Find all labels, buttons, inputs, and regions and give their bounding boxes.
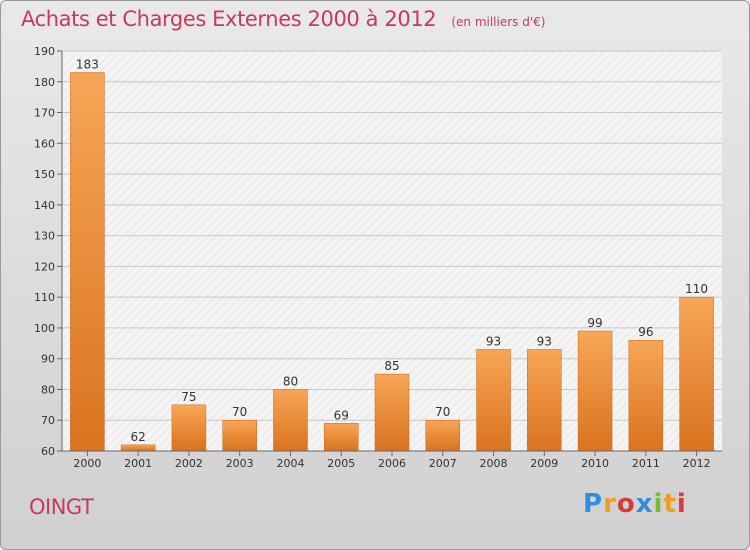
bar (527, 349, 562, 452)
bar (120, 444, 156, 452)
x-tick-label: 2006 (378, 457, 406, 470)
x-tick-label: 2010 (581, 457, 609, 470)
data-label: 93 (486, 334, 501, 348)
y-tick-label: 120 (34, 260, 55, 273)
logo-letter: i (676, 489, 687, 519)
x-tick-label: 2002 (175, 457, 203, 470)
data-label: 62 (131, 430, 146, 444)
y-tick-label: 70 (41, 414, 55, 427)
y-tick-label: 190 (34, 45, 55, 58)
chart-title: Achats et Charges Externes 2000 à 2012 (21, 7, 437, 31)
y-tick-label: 160 (34, 137, 55, 150)
bar (577, 330, 613, 452)
y-tick-label: 60 (41, 445, 55, 458)
data-label: 96 (638, 325, 653, 339)
y-tick-label: 150 (34, 168, 55, 181)
y-tick-label: 100 (34, 322, 55, 335)
data-label: 75 (181, 390, 196, 404)
data-label: 93 (537, 334, 552, 348)
bar (323, 423, 359, 452)
logo-letter: i (653, 489, 664, 519)
bar (628, 339, 664, 452)
x-tick-label: 2011 (632, 457, 660, 470)
data-label: 70 (435, 405, 450, 419)
commune-name: OINGT (29, 495, 94, 519)
bar (222, 419, 257, 452)
bar (425, 419, 461, 452)
logo-letter: r (603, 489, 617, 519)
data-label: 70 (232, 405, 247, 419)
y-tick-label: 90 (41, 353, 55, 366)
proxiti-logo: Proxiti (583, 489, 687, 519)
logo-letter: t (663, 489, 677, 519)
y-tick-label: 170 (34, 107, 55, 120)
x-tick-label: 2007 (429, 457, 457, 470)
data-label: 80 (283, 374, 298, 388)
title-block: Achats et Charges Externes 2000 à 2012 (… (21, 7, 545, 31)
logo-letter: x (635, 489, 654, 519)
data-label: 183 (76, 58, 99, 72)
logo-letter: P (583, 489, 604, 519)
data-label: 69 (334, 408, 349, 422)
y-tick-label: 140 (34, 199, 55, 212)
y-tick-label: 180 (34, 76, 55, 89)
bar (679, 296, 714, 452)
x-tick-label: 2012 (683, 457, 711, 470)
x-tick-label: 2000 (73, 457, 101, 470)
data-label: 99 (587, 316, 602, 330)
x-tick-label: 2004 (276, 457, 304, 470)
data-label: 110 (685, 282, 708, 296)
x-tick-label: 2005 (327, 457, 355, 470)
x-tick-label: 2008 (480, 457, 508, 470)
unit-note: (en milliers d'€) (451, 15, 546, 29)
y-tick-label: 80 (41, 383, 55, 396)
data-label: 85 (384, 359, 399, 373)
bar (273, 389, 308, 452)
y-tick-label: 130 (34, 230, 55, 243)
bar (171, 404, 207, 452)
x-tick-label: 2001 (124, 457, 152, 470)
y-tick-label: 110 (34, 291, 55, 304)
bar (70, 72, 105, 452)
bar (476, 349, 511, 452)
bar (374, 373, 410, 452)
x-tick-label: 2009 (530, 457, 558, 470)
logo-letter: o (616, 489, 636, 519)
x-tick-label: 2003 (226, 457, 254, 470)
